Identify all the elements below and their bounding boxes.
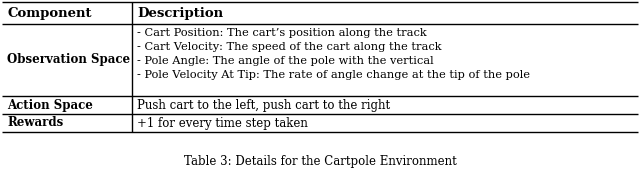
- Text: Action Space: Action Space: [7, 99, 93, 112]
- Text: Push cart to the left, push cart to the right: Push cart to the left, push cart to the …: [138, 99, 390, 112]
- Text: Observation Space: Observation Space: [7, 53, 130, 66]
- Text: Rewards: Rewards: [7, 117, 63, 129]
- Text: Table 3: Details for the Cartpole Environment: Table 3: Details for the Cartpole Enviro…: [184, 155, 456, 168]
- Text: +1 for every time step taken: +1 for every time step taken: [138, 117, 308, 129]
- Text: Description: Description: [138, 6, 223, 19]
- Text: - Cart Position: The cart’s position along the track
- Cart Velocity: The speed : - Cart Position: The cart’s position alo…: [138, 28, 531, 79]
- Text: Component: Component: [7, 6, 92, 19]
